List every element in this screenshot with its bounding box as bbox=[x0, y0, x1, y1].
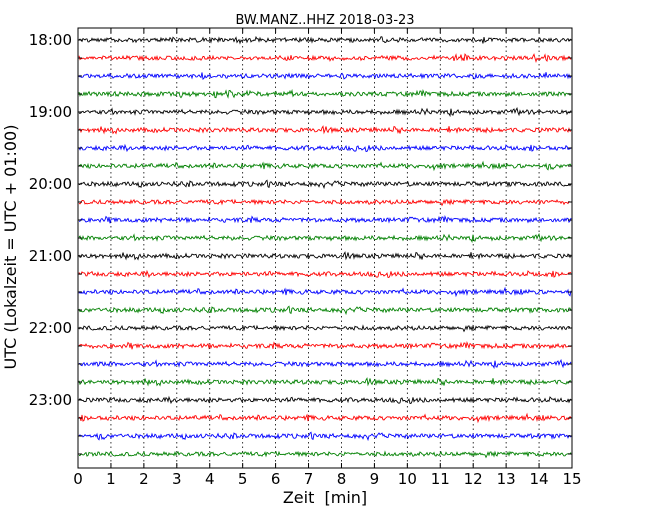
y-axis-ticks: 18:00 19:00 20:00 21:00 22:00 23:00 bbox=[29, 31, 572, 455]
x-tick-label: 11 bbox=[431, 470, 450, 488]
trace-7 bbox=[78, 143, 572, 153]
y-tick-label: 19:00 bbox=[29, 103, 72, 121]
seismic-traces bbox=[78, 35, 572, 459]
x-tick-label: 6 bbox=[271, 470, 281, 488]
trace-11 bbox=[78, 214, 572, 224]
vertical-grid bbox=[110, 28, 540, 468]
trace-21 bbox=[78, 395, 572, 405]
trace-17 bbox=[78, 324, 572, 333]
x-tick-label: 14 bbox=[530, 470, 549, 488]
x-tick-label: 0 bbox=[73, 470, 83, 488]
y-tick-label: 18:00 bbox=[29, 31, 72, 49]
x-tick-label: 1 bbox=[106, 470, 116, 488]
y-axis-label: UTC (Lokalzeit = UTC + 01:00) bbox=[1, 125, 20, 370]
x-tick-label: 4 bbox=[205, 470, 215, 488]
trace-12 bbox=[78, 233, 572, 244]
x-axis-label: Zeit [min] bbox=[283, 488, 367, 507]
x-tick-label: 10 bbox=[398, 470, 417, 488]
plot-frame bbox=[77, 27, 573, 469]
trace-9 bbox=[78, 179, 572, 190]
x-tick-label: 8 bbox=[337, 470, 347, 488]
x-tick-label: 12 bbox=[464, 470, 483, 488]
x-axis-ticks: 0 1 2 3 4 5 6 7 8 9 10 11 12 13 14 15 bbox=[73, 28, 582, 488]
trace-4 bbox=[78, 88, 572, 99]
y-tick-label: 22:00 bbox=[29, 319, 72, 337]
trace-8 bbox=[78, 160, 572, 172]
trace-24 bbox=[78, 450, 572, 459]
trace-6 bbox=[78, 125, 572, 135]
y-tick-label: 23:00 bbox=[29, 391, 72, 409]
trace-22 bbox=[78, 412, 572, 424]
chart-title: BW.MANZ..HHZ 2018-03-23 bbox=[235, 13, 414, 28]
trace-23 bbox=[78, 431, 572, 442]
x-tick-label: 3 bbox=[172, 470, 182, 488]
trace-14 bbox=[78, 269, 572, 279]
x-tick-label: 15 bbox=[562, 470, 581, 488]
trace-5 bbox=[78, 107, 572, 118]
x-tick-label: 9 bbox=[370, 470, 380, 488]
trace-10 bbox=[78, 198, 572, 207]
y-tick-label: 20:00 bbox=[29, 175, 72, 193]
trace-19 bbox=[78, 359, 572, 370]
y-tick-label: 21:00 bbox=[29, 247, 72, 265]
x-tick-label: 7 bbox=[304, 470, 314, 488]
trace-2 bbox=[78, 53, 572, 64]
trace-18 bbox=[78, 340, 572, 350]
x-tick-label: 5 bbox=[238, 470, 248, 488]
trace-15 bbox=[78, 286, 572, 298]
trace-1 bbox=[78, 35, 572, 45]
trace-3 bbox=[78, 72, 572, 81]
x-tick-label: 13 bbox=[497, 470, 516, 488]
x-tick-label: 2 bbox=[139, 470, 149, 488]
trace-20 bbox=[78, 377, 572, 387]
trace-13 bbox=[78, 251, 572, 261]
trace-16 bbox=[78, 305, 572, 316]
